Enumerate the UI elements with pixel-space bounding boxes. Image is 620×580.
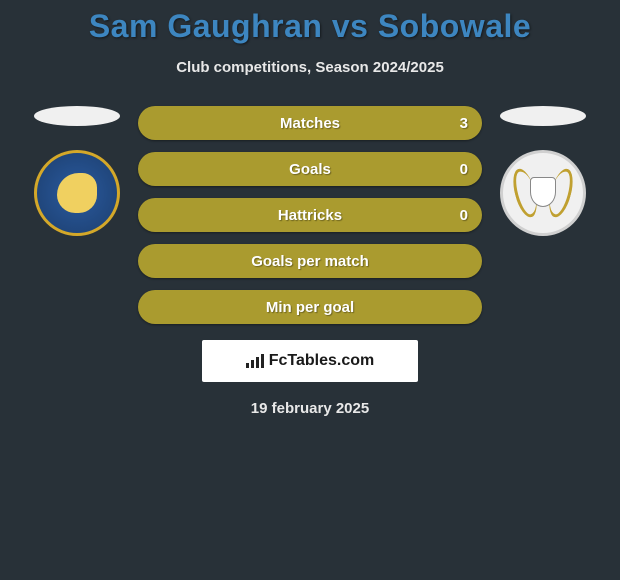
stats-column: Matches 3 Goals 0 Hattricks 0 Goals per … [138, 106, 482, 324]
subtitle: Club competitions, Season 2024/2025 [0, 59, 620, 76]
date-text: 19 february 2025 [0, 400, 620, 417]
stat-row-goals-per-match: Goals per match [138, 244, 482, 278]
player-left-column [26, 106, 128, 236]
bird-icon [57, 173, 97, 213]
stat-right-value: 3 [460, 115, 468, 132]
stat-row-hattricks: Hattricks 0 [138, 198, 482, 232]
player-right-column [492, 106, 594, 236]
club-badge-left [34, 150, 120, 236]
stat-row-matches: Matches 3 [138, 106, 482, 140]
player-right-avatar [500, 106, 586, 126]
stat-row-min-per-goal: Min per goal [138, 290, 482, 324]
page-title: Sam Gaughran vs Sobowale [0, 8, 620, 45]
crest-icon [513, 163, 573, 223]
stat-row-goals: Goals 0 [138, 152, 482, 186]
credit-box[interactable]: FcTables.com [202, 340, 418, 382]
stats-area: Matches 3 Goals 0 Hattricks 0 Goals per … [0, 106, 620, 324]
stat-label: Goals per match [138, 253, 482, 270]
credit-text: FcTables.com [269, 352, 375, 370]
stat-right-value: 0 [460, 207, 468, 224]
player-left-avatar [34, 106, 120, 126]
comparison-card: Sam Gaughran vs Sobowale Club competitio… [0, 0, 620, 417]
bar-chart-icon [246, 354, 264, 368]
stat-label: Goals [138, 161, 482, 178]
stat-label: Matches [138, 115, 482, 132]
club-badge-right [500, 150, 586, 236]
stat-label: Min per goal [138, 299, 482, 316]
stat-right-value: 0 [460, 161, 468, 178]
stat-label: Hattricks [138, 207, 482, 224]
